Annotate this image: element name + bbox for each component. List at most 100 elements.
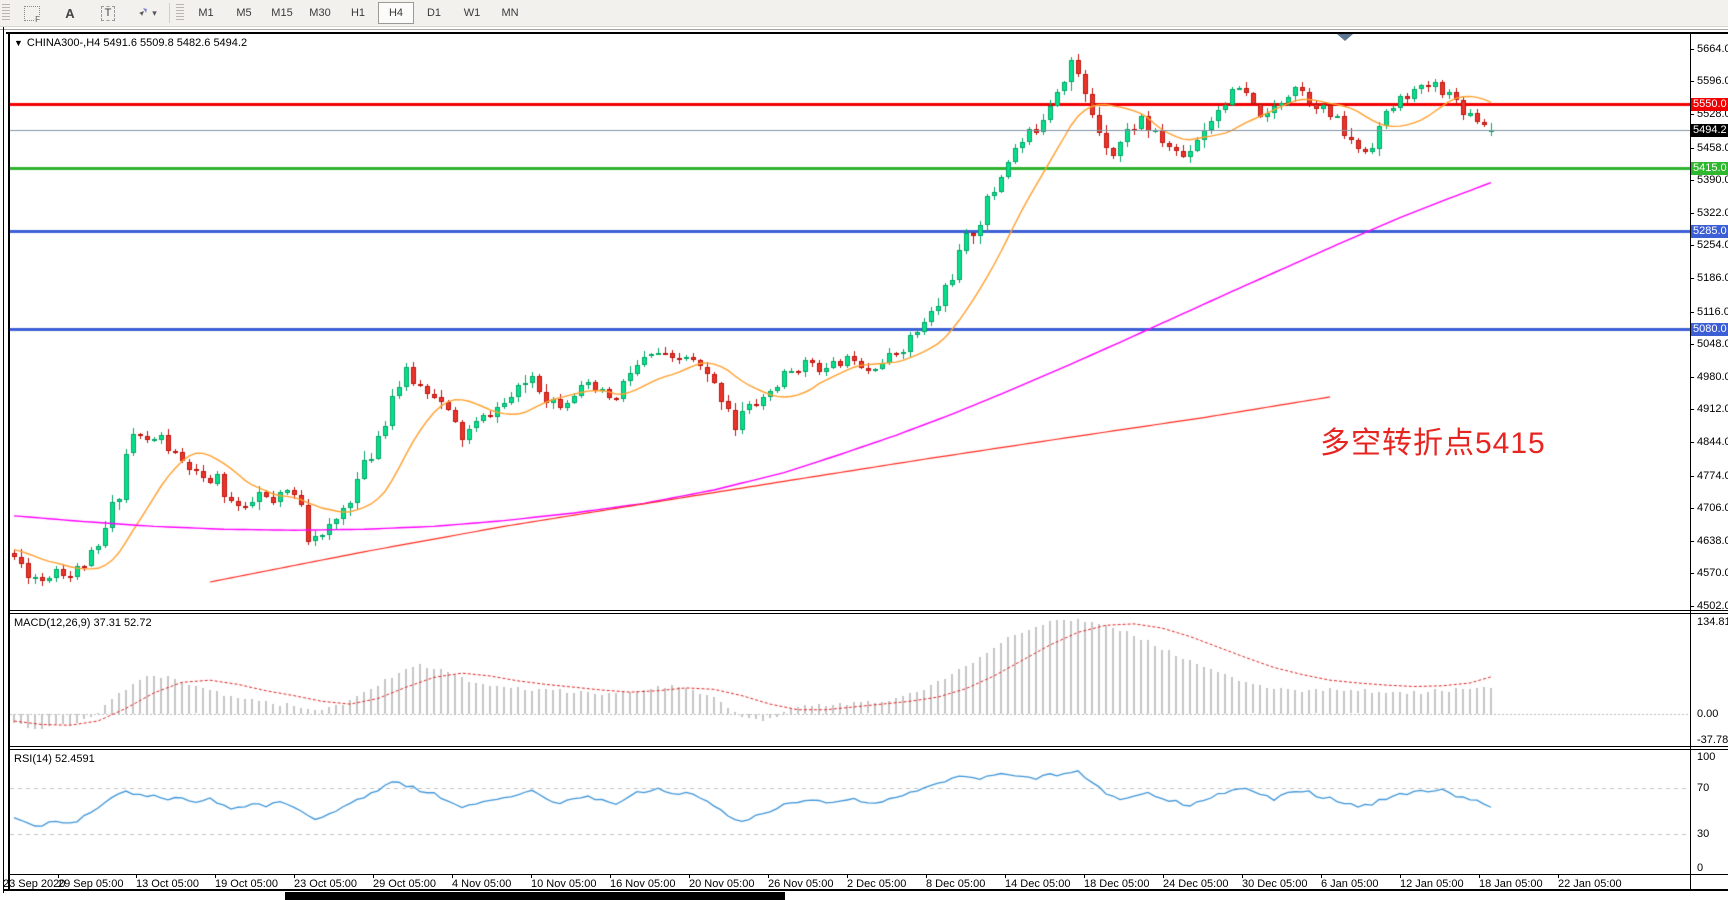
price-tick <box>1690 312 1694 313</box>
time-tick <box>1479 875 1480 878</box>
time-tick <box>136 875 137 878</box>
time-axis-label: 18 Dec 05:00 <box>1084 878 1150 890</box>
price-axis-label: 5116.0 <box>1697 306 1728 318</box>
time-axis-label: 22 Jan 05:00 <box>1558 878 1622 890</box>
dropdown-caret-icon: ▾ <box>152 7 157 18</box>
symbol-ohlc-title: CHINA300-,H4 5491.6 5509.8 5482.6 5494.2 <box>26 37 248 49</box>
splitter-macd-rsi-bottom[interactable] <box>10 749 1728 750</box>
price-tick <box>1690 606 1694 607</box>
text-box-icon: T <box>100 5 116 21</box>
pivot-annotation-text[interactable]: 多空转折点5415 <box>1320 427 1546 460</box>
time-tick <box>373 875 374 878</box>
price-tick <box>1690 344 1694 345</box>
time-tick <box>3 875 4 878</box>
price-axis-label: 4844.0 <box>1697 436 1728 448</box>
time-axis-label: 10 Nov 05:00 <box>531 878 597 890</box>
time-axis-label: 12 Jan 05:00 <box>1400 878 1464 890</box>
tf-w1-button[interactable]: W1 <box>463 7 481 19</box>
time-axis-label: 29 Sep 05:00 <box>58 878 124 890</box>
time-axis-label: 30 Dec 05:00 <box>1242 878 1308 890</box>
toolbar-drag-handle[interactable] <box>2 4 10 22</box>
bottom-taskbar-fragment <box>285 892 785 900</box>
splitter-rsi-dates[interactable] <box>10 874 1728 875</box>
time-axis-label: 14 Dec 05:00 <box>1005 878 1071 890</box>
arrow-tools-button[interactable]: ▾ <box>128 2 164 24</box>
price-axis-label: 4638.0 <box>1697 535 1728 547</box>
current-price-badge: 5494.2 <box>1691 124 1728 137</box>
time-axis-label: 16 Nov 05:00 <box>610 878 676 890</box>
price-tick <box>1690 180 1694 181</box>
macd-axis-label: -37.78 <box>1697 734 1728 746</box>
text-box-button[interactable]: T <box>90 2 126 24</box>
chart-top-border <box>6 32 1728 34</box>
title-collapse-icon[interactable]: ▼ <box>14 38 23 48</box>
main-chart-canvas[interactable] <box>10 34 1690 610</box>
price-axis-label: 5664.0 <box>1697 43 1728 55</box>
price-axis-label: 4980.0 <box>1697 371 1728 383</box>
tf-m15-button[interactable]: M15 <box>271 7 293 19</box>
price-level-badge: 5285.0 <box>1691 225 1728 238</box>
price-level-badge: 5080.0 <box>1691 323 1728 336</box>
tf-m5-button[interactable]: M5 <box>236 7 252 19</box>
tf-m30-button[interactable]: M30 <box>309 7 331 19</box>
time-tick <box>452 875 453 878</box>
rsi-axis-label: 70 <box>1697 782 1710 794</box>
macd-axis-label: 0.00 <box>1697 708 1719 720</box>
price-axis-label: 4706.0 <box>1697 502 1728 514</box>
time-tick <box>1005 875 1006 878</box>
macd-panel-canvas[interactable] <box>10 614 1690 746</box>
label-a-icon: A <box>65 5 75 21</box>
time-axis-label: 4 Nov 05:00 <box>452 878 512 890</box>
time-tick <box>768 875 769 878</box>
price-tick <box>1690 377 1694 378</box>
time-tick <box>294 875 295 878</box>
tf-m1-button[interactable]: M1 <box>198 7 214 19</box>
price-axis-label: 5048.0 <box>1697 338 1728 350</box>
price-tick <box>1690 114 1694 115</box>
price-tick <box>1690 213 1694 214</box>
grid-fibo-button[interactable]: F <box>14 2 50 24</box>
time-axis-label: 18 Jan 05:00 <box>1479 878 1543 890</box>
price-level-badge: 5550.0 <box>1691 98 1728 111</box>
price-tick <box>1690 49 1694 50</box>
window-top-shadow <box>0 29 1728 30</box>
time-axis-label: 24 Dec 05:00 <box>1163 878 1229 890</box>
time-tick <box>610 875 611 878</box>
time-axis-label: 2 Dec 05:00 <box>847 878 907 890</box>
rsi-indicator-label: RSI(14) 52.4591 <box>14 753 95 765</box>
tf-h4-button[interactable]: H4 <box>378 2 414 24</box>
chart-title[interactable]: ▼ CHINA300-,H4 5491.6 5509.8 5482.6 5494.… <box>14 37 247 49</box>
chart-shift-marker[interactable] <box>1337 34 1353 41</box>
time-tick <box>1400 875 1401 878</box>
rsi-axis-label: 30 <box>1697 828 1710 840</box>
price-axis-label: 4912.0 <box>1697 403 1728 415</box>
price-axis-label: 5596.0 <box>1697 75 1728 87</box>
arrow-tools-icon <box>137 8 148 18</box>
grid-fibo-icon: F <box>24 5 41 24</box>
time-axis-label: 23 Sep 2020 <box>3 878 66 890</box>
splitter-macd-rsi-top[interactable] <box>10 746 1728 747</box>
splitter-main-macd-top[interactable] <box>10 610 1728 611</box>
time-tick <box>1084 875 1085 878</box>
time-tick <box>689 875 690 878</box>
timeframe-drag-handle[interactable] <box>176 4 184 22</box>
price-axis-label: 5390.0 <box>1697 174 1728 186</box>
price-tick <box>1690 541 1694 542</box>
time-tick <box>1321 875 1322 878</box>
chart-left-border-outer <box>3 27 4 893</box>
price-axis-label: 5322.0 <box>1697 207 1728 219</box>
time-tick <box>531 875 532 878</box>
text-label-button[interactable]: A <box>52 2 88 24</box>
tf-mn-button[interactable]: MN <box>501 7 519 19</box>
time-tick <box>847 875 848 878</box>
tf-d1-button[interactable]: D1 <box>426 7 442 19</box>
tf-h1-button[interactable]: H1 <box>350 7 366 19</box>
time-axis-label: 19 Oct 05:00 <box>215 878 278 890</box>
price-axis-label: 5186.0 <box>1697 272 1728 284</box>
rsi-panel-canvas[interactable] <box>10 750 1690 874</box>
price-axis-label: 5458.0 <box>1697 142 1728 154</box>
rsi-axis-label: 100 <box>1697 751 1716 763</box>
macd-axis-label: 134.81 <box>1697 616 1728 628</box>
splitter-main-macd-bottom[interactable] <box>10 613 1728 614</box>
price-axis-label: 4570.0 <box>1697 567 1728 579</box>
